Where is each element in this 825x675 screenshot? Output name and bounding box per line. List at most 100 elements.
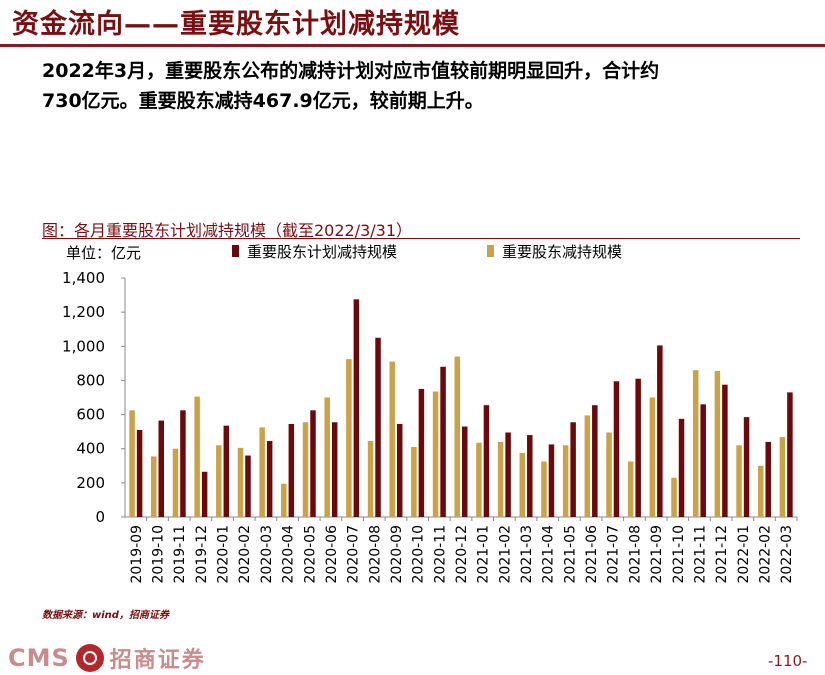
bar-actual-2019-12 — [194, 396, 200, 517]
y-tick-label: 400 — [76, 440, 105, 458]
bar-planned-2020-02 — [245, 455, 251, 517]
bar-actual-2021-02 — [497, 441, 504, 517]
y-tick-label: 1,400 — [62, 269, 105, 287]
bar-actual-2020-08 — [367, 441, 374, 517]
bar-planned-2021-12 — [722, 384, 728, 517]
bar-actual-2021-11 — [692, 370, 699, 517]
bar-actual-2022-01 — [736, 445, 742, 517]
bar-planned-2021-02 — [505, 432, 511, 517]
lead-line-2: 730亿元。重要股东减持467.9亿元，较前期上升。 — [42, 90, 484, 112]
lead-text: 2022年3月，重要股东公布的减持计划对应市值较前期明显回升，合计约 730亿元… — [42, 56, 817, 116]
x-tick-label: 2020-07 — [346, 525, 362, 584]
bar-planned-2020-11 — [440, 366, 446, 517]
x-tick-label: 2021-06 — [584, 525, 600, 584]
x-tick-label: 2020-10 — [411, 525, 427, 584]
legend-label: 重要股东计划减持规模 — [247, 243, 397, 261]
bar-planned-2020-09 — [396, 423, 403, 517]
x-tick-label: 2020-03 — [259, 525, 275, 584]
x-tick-label: 2021-02 — [497, 525, 513, 584]
x-tick-label: 2021-09 — [649, 525, 665, 584]
y-tick-label: 1,000 — [62, 337, 105, 355]
bar-planned-2020-10 — [418, 388, 425, 517]
bar-actual-2020-10 — [411, 447, 417, 517]
bar-actual-2021-04 — [541, 461, 547, 517]
bar-actual-2022-03 — [779, 437, 786, 517]
bar-actual-2021-07 — [606, 432, 612, 517]
x-tick-label: 2019-09 — [129, 525, 145, 584]
bar-actual-2020-02 — [237, 447, 244, 517]
bar-actual-2019-09 — [129, 410, 135, 517]
bar-actual-2020-06 — [324, 397, 330, 517]
bar-actual-2021-03 — [519, 452, 526, 517]
x-tick-label: 2019-12 — [194, 525, 210, 584]
bar-actual-2020-04 — [281, 483, 287, 517]
bar-planned-2021-09 — [657, 345, 663, 517]
legend-swatch — [232, 245, 239, 257]
bar-actual-2021-01 — [476, 442, 482, 517]
bar-planned-2019-09 — [136, 429, 143, 517]
bar-planned-2021-05 — [570, 422, 576, 517]
chart-caption-divider — [42, 238, 800, 239]
legend-label: 重要股东减持规模 — [502, 243, 622, 261]
page-number: -110- — [768, 652, 808, 670]
bar-actual-2021-09 — [649, 397, 656, 517]
x-tick-label: 2021-05 — [562, 525, 578, 584]
bar-planned-2022-01 — [743, 417, 750, 517]
x-tick-label: 2020-08 — [367, 525, 383, 584]
x-tick-label: 2021-04 — [541, 525, 557, 584]
y-tick-label: 800 — [76, 371, 105, 389]
x-tick-label: 2020-09 — [389, 525, 405, 584]
bar-planned-2019-10 — [158, 420, 165, 517]
bar-actual-2019-11 — [172, 448, 179, 517]
page-title: 资金流向——重要股东计划减持规模 — [12, 9, 460, 40]
x-tick-label: 2020-01 — [216, 525, 232, 584]
x-tick-label: 2021-11 — [692, 525, 708, 584]
x-tick-label: 2021-08 — [627, 525, 643, 584]
bar-actual-2020-05 — [302, 422, 309, 517]
bar-actual-2019-10 — [151, 456, 157, 517]
x-tick-label: 2021-07 — [606, 525, 622, 584]
x-tick-label: 2020-12 — [454, 525, 470, 584]
x-tick-label: 2021-03 — [519, 525, 535, 584]
bar-actual-2020-01 — [216, 445, 222, 517]
bar-planned-2021-03 — [527, 435, 533, 517]
x-tick-label: 2022-03 — [779, 525, 795, 584]
bar-actual-2021-12 — [714, 371, 721, 517]
bar-actual-2020-12 — [454, 356, 460, 517]
x-tick-label: 2020-06 — [324, 525, 340, 584]
bar-actual-2020-11 — [432, 391, 439, 517]
footer-logo: CMS 招商证券 — [8, 642, 206, 674]
bar-actual-2021-05 — [562, 445, 569, 517]
legend-swatch — [487, 245, 494, 257]
bar-planned-2021-01 — [483, 405, 490, 517]
bar-planned-2022-03 — [787, 392, 793, 517]
bar-actual-2022-02 — [757, 465, 764, 517]
bar-actual-2020-09 — [389, 361, 395, 517]
bar-actual-2021-10 — [671, 477, 677, 517]
bar-planned-2021-07 — [613, 381, 620, 517]
bar-planned-2019-11 — [180, 410, 186, 517]
x-tick-label: 2020-02 — [237, 525, 253, 584]
title-divider — [0, 44, 825, 47]
y-tick-label: 1,200 — [62, 303, 105, 321]
bar-planned-2021-11 — [700, 404, 706, 517]
lead-line-1: 2022年3月，重要股东公布的减持计划对应市值较前期明显回升，合计约 — [42, 60, 660, 82]
bar-planned-2021-06 — [592, 405, 598, 517]
bar-planned-2020-08 — [375, 337, 381, 517]
bar-planned-2020-03 — [266, 441, 273, 517]
x-tick-label: 2021-10 — [671, 525, 687, 584]
bar-actual-2021-08 — [627, 461, 634, 517]
bar-actual-2020-07 — [346, 359, 352, 517]
bar-planned-2020-04 — [288, 423, 295, 517]
bar-actual-2021-06 — [584, 415, 591, 517]
x-tick-label: 2019-11 — [172, 525, 188, 584]
bar-planned-2019-12 — [201, 471, 208, 517]
x-tick-label: 2020-04 — [281, 525, 297, 584]
y-tick-label: 200 — [76, 474, 105, 492]
brand-logo-icon — [75, 644, 104, 672]
bar-planned-2021-08 — [635, 378, 641, 517]
bar-planned-2020-01 — [223, 425, 230, 517]
bar-planned-2020-05 — [310, 410, 316, 517]
bar-planned-2020-07 — [353, 299, 360, 517]
